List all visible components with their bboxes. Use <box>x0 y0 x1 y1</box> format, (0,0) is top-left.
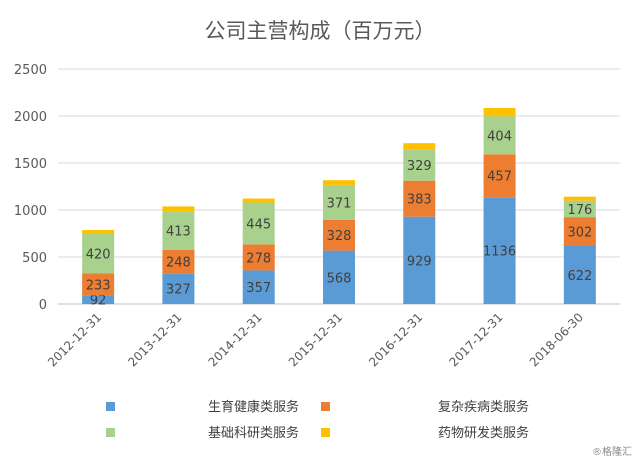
bar-segment <box>162 206 195 212</box>
bar-segment <box>242 270 275 304</box>
bar-segment <box>82 295 115 304</box>
bar-segment <box>242 198 275 203</box>
x-tick-label: 2017-12-31 <box>446 310 505 369</box>
data-label: 329 <box>407 159 432 174</box>
bar-segment <box>82 230 115 234</box>
data-label: 457 <box>487 170 512 185</box>
bar-segment <box>162 273 195 304</box>
y-axis: 0 500 1000 1500 2000 2500 <box>14 63 47 313</box>
data-label: 1136 <box>483 245 516 260</box>
x-tick-label: 2013-12-31 <box>125 310 184 369</box>
bar-segment <box>323 219 355 251</box>
y-tick-label: 2500 <box>14 63 47 78</box>
x-tick-label: 2015-12-31 <box>286 310 345 369</box>
data-label: 328 <box>327 229 352 244</box>
bar-segment <box>162 211 195 250</box>
x-axis: 2012-12-31 2013-12-31 2014-12-31 2015-12-31… <box>45 310 586 369</box>
bar-segment <box>162 249 195 274</box>
legend-label: 生育健康类服务 <box>208 399 299 415</box>
data-label: 248 <box>166 256 191 271</box>
x-tick-label: 2018-06-30 <box>527 310 586 369</box>
bar-segment <box>563 200 596 218</box>
bar-segment <box>483 197 516 304</box>
bar-segment <box>563 245 596 304</box>
data-label: 327 <box>166 283 191 298</box>
data-label: 357 <box>246 281 271 296</box>
bar-segment <box>242 244 275 271</box>
legend-swatch <box>321 428 330 437</box>
bar-segment <box>242 202 275 245</box>
data-label: 622 <box>567 269 592 284</box>
data-label: 176 <box>567 203 592 218</box>
data-label: 383 <box>407 193 432 208</box>
data-label: 929 <box>407 254 432 269</box>
data-label: 445 <box>246 217 271 232</box>
y-tick-label: 0 <box>39 298 47 313</box>
data-label: 302 <box>567 225 592 240</box>
legend-label: 复杂疾病类服务 <box>438 399 529 415</box>
data-label: 92 <box>90 294 107 309</box>
bar-segment <box>483 116 516 155</box>
y-tick-label: 1500 <box>14 157 47 172</box>
x-tick-label: 2012-12-31 <box>45 310 104 369</box>
bar-segment <box>82 233 115 274</box>
watermark: ®格隆汇 <box>592 445 632 458</box>
bar-segment <box>483 154 516 198</box>
legend-label: 基础科研类服务 <box>208 425 299 441</box>
data-label: 371 <box>327 196 352 211</box>
bar-segment <box>323 180 355 185</box>
bar-segment <box>323 250 355 304</box>
legend-swatch <box>106 428 115 437</box>
bar-segment <box>563 196 596 201</box>
data-label: 278 <box>246 251 271 266</box>
chart-title: 公司主营构成（百万元） <box>205 19 436 43</box>
bar-segment <box>403 149 436 181</box>
y-tick-label: 2000 <box>14 110 47 125</box>
x-tick-label: 2016-12-31 <box>366 310 425 369</box>
bar-segment <box>563 217 596 246</box>
legend-swatch <box>321 402 330 411</box>
data-label: 404 <box>487 129 512 144</box>
bar-segment <box>403 216 436 304</box>
data-label: 568 <box>327 271 352 286</box>
bar-segment <box>403 180 436 217</box>
y-tick-label: 1000 <box>14 204 47 219</box>
legend-swatch <box>106 402 115 411</box>
x-tick-label: 2014-12-31 <box>206 310 265 369</box>
legend-label: 药物研发类服务 <box>438 425 529 441</box>
bar-segment <box>323 184 355 220</box>
bar-segment <box>82 273 115 296</box>
bar-segment <box>483 108 516 117</box>
bar-segment <box>403 143 436 150</box>
data-label: 233 <box>86 278 111 293</box>
data-label: 420 <box>86 248 111 263</box>
data-label: 413 <box>166 225 191 240</box>
y-tick-label: 500 <box>22 251 47 266</box>
